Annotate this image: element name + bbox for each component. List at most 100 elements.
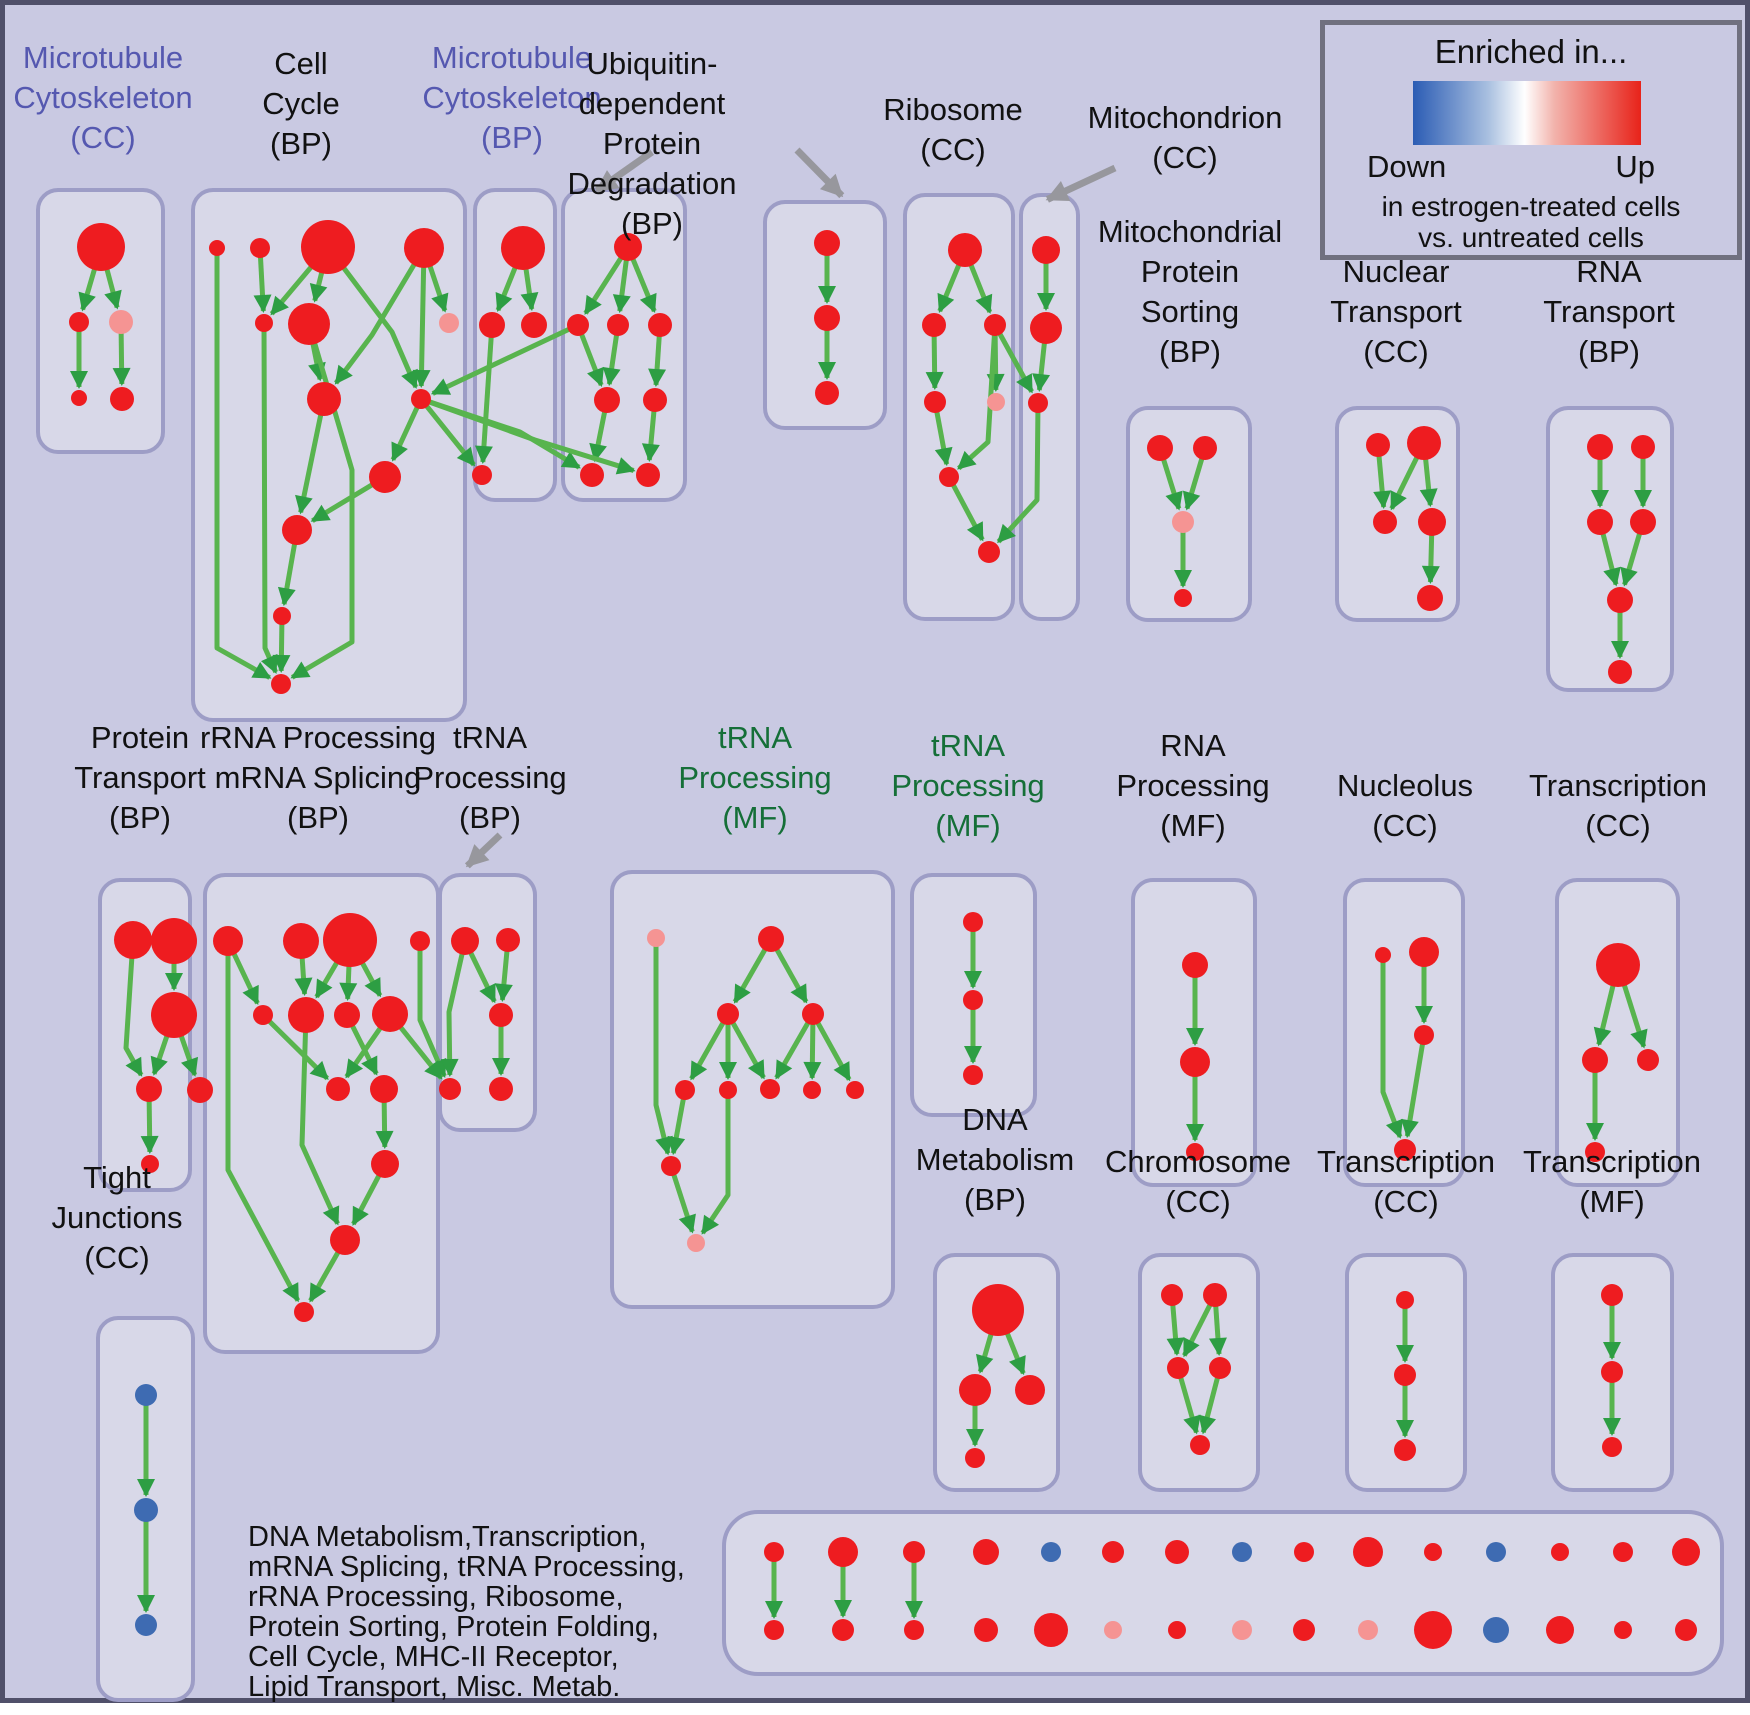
legend-gradient-bar [1413, 81, 1641, 145]
edge-b2-b5 [253, 247, 272, 314]
node-t4 [1209, 1357, 1231, 1379]
node-y8 [1232, 1620, 1252, 1640]
edge-b9-c4 [419, 397, 476, 467]
node-b12 [273, 607, 291, 625]
node-l8 [372, 996, 408, 1032]
edge-c2-c4 [474, 324, 495, 465]
node-h3 [1172, 511, 1194, 533]
edge-m1-m3 [440, 940, 468, 1077]
label-ribosome-cc: Ribosome (CC) [883, 92, 1023, 167]
node-b5 [255, 314, 273, 332]
legend-title: Enriched in... [1434, 33, 1628, 70]
node-x14 [1613, 1542, 1633, 1562]
node-g2 [1030, 312, 1062, 344]
node-b9 [411, 389, 431, 409]
label-rna-transport-bp: RNA Transport (BP) [1543, 254, 1675, 369]
node-d8 [636, 463, 660, 487]
node-l12 [330, 1225, 360, 1255]
node-x11 [1424, 1543, 1442, 1561]
node-l10 [370, 1075, 398, 1103]
node-n6 [719, 1081, 737, 1099]
edge-t4-t5 [1198, 1367, 1223, 1435]
node-d7 [580, 463, 604, 487]
node-x3 [903, 1541, 925, 1563]
node-n2 [758, 926, 784, 952]
node-b10 [369, 461, 401, 493]
node-w3 [135, 1614, 157, 1636]
node-b2 [250, 238, 270, 258]
edge-l4-m3 [417, 941, 447, 1078]
edge-f3-f6 [957, 324, 998, 471]
node-m2 [496, 928, 520, 952]
node-u1 [1396, 1291, 1414, 1309]
node-k4 [136, 1076, 162, 1102]
node-n1 [647, 929, 665, 947]
node-d2 [567, 314, 589, 336]
edge-l6-l12 [299, 1014, 340, 1226]
node-y7 [1168, 1621, 1186, 1639]
node-f2 [922, 313, 946, 337]
node-i1 [1366, 433, 1390, 457]
node-l5 [253, 1005, 273, 1025]
node-r2 [1582, 1047, 1608, 1073]
node-e3 [815, 381, 839, 405]
node-l3 [323, 913, 377, 967]
node-n10 [661, 1156, 681, 1176]
node-s4 [965, 1448, 985, 1468]
label-transcription-mf: Transcription (MF) [1522, 1144, 1702, 1219]
node-q3 [1414, 1025, 1434, 1045]
node-f5 [987, 393, 1005, 411]
node-h4 [1174, 589, 1192, 607]
node-y10 [1358, 1620, 1378, 1640]
node-r4 [1585, 1142, 1605, 1162]
node-y6 [1104, 1621, 1122, 1639]
cluster-box-microtubule-cytoskeleton-cc [36, 188, 165, 454]
node-o2 [963, 990, 983, 1010]
label-chromosome-cc: Chromosome (CC) [1104, 1144, 1292, 1219]
node-i4 [1418, 508, 1446, 536]
node-n9 [846, 1081, 864, 1099]
node-d3 [607, 314, 629, 336]
edge-b8-b11 [295, 398, 327, 515]
node-v2 [1601, 1361, 1623, 1383]
node-l11 [371, 1150, 399, 1178]
node-a1 [77, 223, 125, 271]
node-q4 [1394, 1139, 1416, 1161]
label-microtubule-cytoskeleton-cc: Microtubule Cytoskeleton (CC) [13, 40, 193, 155]
edge-b5-b13 [260, 322, 279, 674]
node-b6 [288, 303, 330, 345]
node-x1 [764, 1542, 784, 1562]
label-dna-metabolism-bp: DNA Metabolism (BP) [915, 1102, 1075, 1217]
node-n11 [687, 1234, 705, 1252]
node-d5 [594, 387, 620, 413]
node-l9 [326, 1077, 350, 1101]
node-t5 [1190, 1435, 1210, 1455]
node-u2 [1394, 1364, 1416, 1386]
node-k3 [151, 992, 197, 1038]
node-b13 [271, 674, 291, 694]
node-h2 [1193, 436, 1217, 460]
edge-f6-f7 [946, 475, 985, 542]
node-d4 [648, 313, 672, 337]
node-a3 [109, 310, 133, 334]
edge-l1-l13 [225, 941, 301, 1303]
node-n5 [675, 1080, 695, 1100]
node-g1 [1032, 236, 1060, 264]
node-j3 [1587, 509, 1613, 535]
node-n8 [803, 1081, 821, 1099]
node-h1 [1147, 435, 1173, 461]
node-t2 [1203, 1283, 1227, 1307]
label-trna-processing-mf-2: tRNA Processing (MF) [891, 728, 1045, 843]
node-p3 [1186, 1143, 1204, 1161]
edge-d2-b9 [430, 322, 580, 396]
edge-n5-n10 [667, 1089, 688, 1156]
edge-b9-b10 [390, 397, 424, 462]
node-g3 [1028, 393, 1048, 413]
edge-n1-n10 [653, 938, 673, 1156]
node-u3 [1394, 1439, 1416, 1461]
color-legend: Enriched in... Down Up in estrogen-treat… [1320, 20, 1742, 260]
node-f7 [978, 541, 1000, 563]
node-l4 [410, 931, 430, 951]
node-y1 [764, 1620, 784, 1640]
